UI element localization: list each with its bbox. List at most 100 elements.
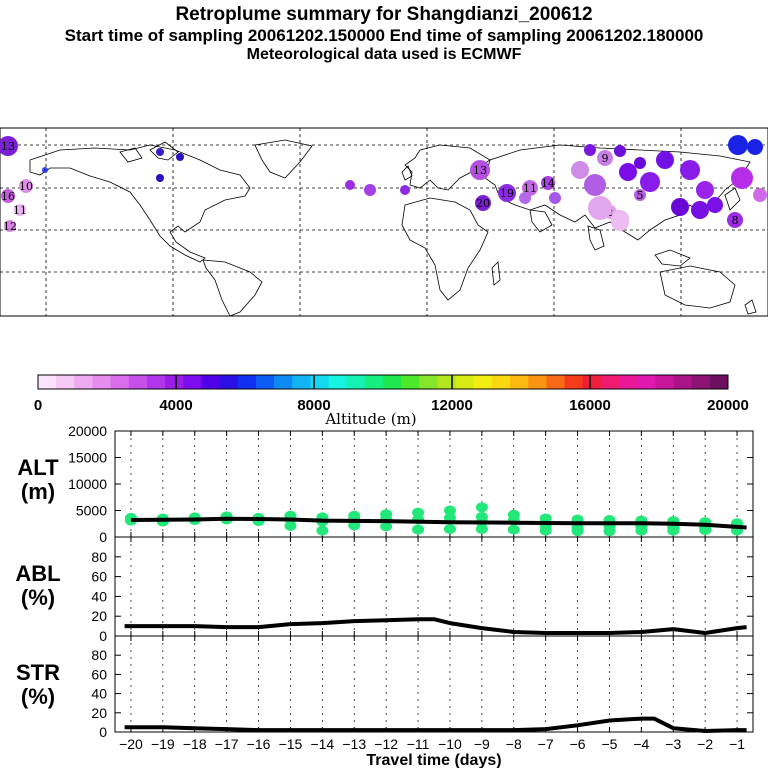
plume-marker: 19	[498, 184, 516, 202]
colorbar-ticks: 0 4000 8000 12000 16000 20000	[34, 375, 749, 414]
plume-marker: 12	[3, 220, 17, 233]
y-tick-label: 5000	[76, 503, 107, 519]
plume-marker-dot	[634, 189, 646, 201]
colorbar-cell	[491, 375, 511, 389]
plume-blob	[696, 181, 714, 199]
y-tick-label: 15000	[68, 450, 107, 466]
plume-blob	[176, 153, 184, 161]
panel-ylabel-top: ABL	[15, 561, 60, 586]
panel-frame	[114, 635, 754, 733]
plume-blob	[731, 167, 753, 189]
data-point	[380, 521, 393, 532]
plume-blob	[640, 172, 660, 192]
x-tick-label: −15	[279, 736, 303, 752]
plot-title: Retroplume summary for Shangdianzi_20061…	[175, 4, 593, 25]
colorbar-label: Altitude (m)	[324, 410, 416, 428]
plume-blob	[588, 196, 612, 220]
plume-marker: 13	[470, 160, 490, 180]
y-tick-label: 0	[99, 724, 107, 740]
x-tick-label: −18	[183, 736, 207, 752]
world-map: 1316101112131119201489215	[0, 127, 768, 317]
x-tick-label: −11	[407, 736, 430, 752]
colorbar-cell	[473, 375, 493, 389]
plume-marker-dot	[470, 160, 490, 180]
colorbar-cell	[219, 375, 239, 389]
data-point	[699, 525, 712, 536]
plume-marker-label: 14	[541, 177, 555, 190]
time-series-panels: 05000100001500020000ALT(m)020406080ABL(%…	[15, 423, 754, 768]
plume-blob	[680, 160, 700, 180]
plume-blob	[634, 157, 646, 169]
plume-marker-dot	[498, 184, 516, 202]
colorbar-cell	[292, 375, 311, 389]
plume-marker-label: 9	[602, 152, 609, 165]
x-tick-label: −3	[665, 736, 681, 752]
plume-blob	[611, 213, 629, 231]
panel-alt: 0 5000 10000 15000 20000 ALT(m)	[17, 423, 754, 545]
colorbar-cell	[437, 375, 457, 389]
plume-blob	[753, 188, 767, 202]
panel-ylabel-bottom: (m)	[21, 479, 55, 504]
colorbar-cell	[346, 375, 366, 389]
colorbar-cell	[201, 375, 221, 389]
plume-blob	[571, 161, 589, 179]
data-point	[284, 520, 297, 531]
series-line	[124, 716, 747, 733]
x-tick-label: −1	[729, 736, 745, 752]
colorbar-cell	[364, 375, 384, 389]
colorbar-cell	[128, 375, 148, 389]
plume-marker-label: 11	[13, 204, 27, 217]
colorbar-cell	[237, 375, 257, 389]
panel-ylabel-top: STR	[16, 660, 60, 685]
plume-blob	[747, 139, 763, 155]
colorbar-cell	[619, 375, 638, 389]
x-tick-label: −2	[697, 736, 713, 752]
data-point	[475, 524, 488, 535]
plume-blob	[156, 174, 164, 182]
plume-blob	[549, 192, 561, 204]
sampling-time: Start time of sampling 20061202.150000 E…	[64, 26, 704, 45]
plume-marker-label: 11	[523, 182, 537, 195]
plume-blob	[656, 151, 674, 169]
colorbar-cell	[455, 375, 475, 389]
x-tick-label: −12	[374, 736, 398, 752]
y-tick-label: 10000	[68, 476, 107, 492]
y-tick-label: 60	[91, 569, 107, 585]
colorbar-cell	[383, 375, 402, 389]
x-tick-label: −7	[538, 736, 554, 752]
colorbar-cell	[691, 375, 711, 389]
colorbar-cell	[274, 375, 293, 389]
y-tick-label: 20	[91, 705, 107, 721]
x-tick-label: −20	[119, 736, 143, 752]
colorbar-cell	[74, 375, 93, 389]
colorbar-cell	[564, 375, 584, 389]
colorbar-cells	[38, 375, 729, 389]
plume-marker: 11	[522, 180, 538, 196]
colorbar-tick-label: 0	[34, 397, 42, 414]
colorbar-cell	[56, 375, 75, 389]
colorbar-cell	[709, 375, 729, 389]
colorbar-cell	[183, 375, 202, 389]
plume-marker-label: 19	[500, 187, 514, 200]
plume-marker: 9	[597, 150, 613, 166]
data-point	[443, 505, 456, 516]
plume-marker-dot	[597, 150, 613, 166]
plume-marker-dot	[541, 176, 555, 190]
plume-blob	[614, 145, 626, 157]
plume-marker-dot	[4, 220, 16, 232]
x-tick-label: −4	[633, 736, 649, 752]
plume-marker-dot	[727, 212, 743, 228]
data-point	[412, 507, 425, 518]
colorbar: 0 4000 8000 12000 16000 20000 Altitude (m)	[34, 374, 749, 428]
plume-marker: 8	[727, 212, 743, 228]
x-tick-label: −6	[570, 736, 586, 752]
plume-marker-dot	[475, 195, 491, 211]
plume-blob	[728, 135, 748, 155]
colorbar-tick-label: 12000	[431, 397, 473, 414]
data-point	[635, 525, 648, 536]
x-tick-label: −19	[151, 736, 175, 752]
plume-blob	[364, 184, 376, 196]
plume-marker-label: 8	[732, 214, 739, 227]
panel-ylabel-bottom: (%)	[21, 684, 55, 709]
